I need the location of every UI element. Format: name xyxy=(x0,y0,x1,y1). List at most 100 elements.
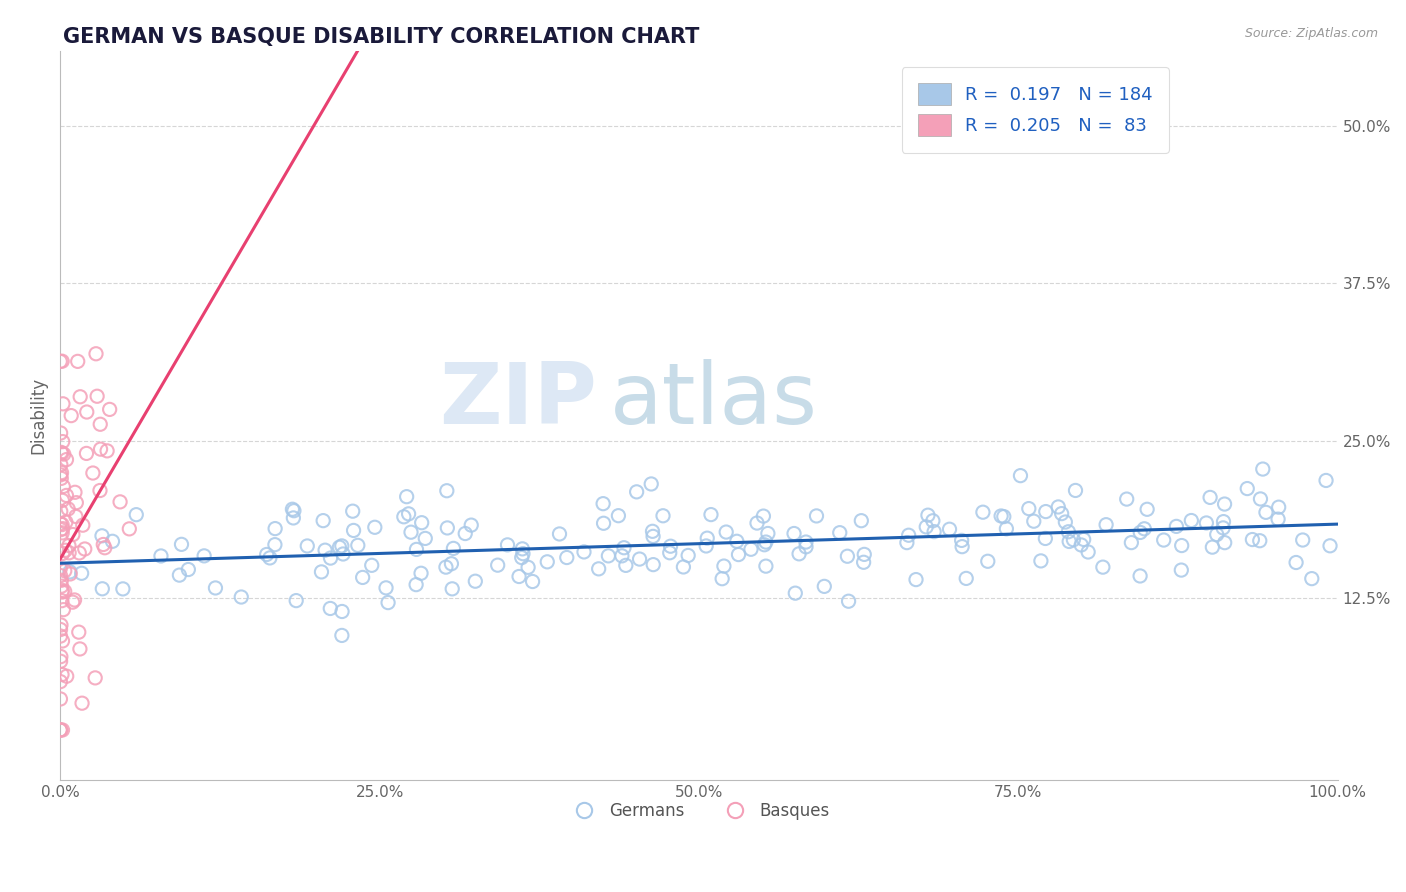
Point xyxy=(1010,468,1032,483)
Point xyxy=(1292,533,1315,547)
Point xyxy=(62,527,84,541)
Point xyxy=(897,528,920,542)
Point xyxy=(399,525,422,540)
Point xyxy=(52,602,75,616)
Point xyxy=(63,593,86,607)
Point xyxy=(517,560,540,574)
Point xyxy=(1212,515,1234,529)
Point xyxy=(1166,519,1188,533)
Point xyxy=(851,514,873,528)
Point xyxy=(555,550,578,565)
Point xyxy=(49,562,72,576)
Point xyxy=(395,490,418,504)
Point xyxy=(91,529,114,543)
Point xyxy=(852,555,875,569)
Point xyxy=(177,562,200,576)
Point xyxy=(794,535,817,549)
Point xyxy=(101,534,124,549)
Point xyxy=(55,669,77,683)
Point xyxy=(1201,540,1223,554)
Point xyxy=(91,582,114,596)
Point xyxy=(52,546,75,560)
Point xyxy=(464,574,486,589)
Point xyxy=(51,585,73,599)
Point xyxy=(955,571,977,585)
Point xyxy=(346,538,368,552)
Point xyxy=(950,540,973,554)
Point xyxy=(922,524,945,539)
Point xyxy=(56,502,79,516)
Point xyxy=(86,389,108,403)
Point xyxy=(995,522,1018,536)
Point xyxy=(53,564,76,578)
Point xyxy=(311,565,333,579)
Point xyxy=(66,354,89,368)
Point xyxy=(70,696,93,710)
Point xyxy=(53,584,76,599)
Point xyxy=(725,534,748,549)
Point xyxy=(588,562,610,576)
Point xyxy=(905,573,928,587)
Point xyxy=(1153,533,1175,547)
Point xyxy=(51,493,73,508)
Point xyxy=(1077,545,1099,559)
Point xyxy=(342,524,364,538)
Point xyxy=(193,549,215,563)
Y-axis label: Disability: Disability xyxy=(30,377,46,454)
Point xyxy=(977,554,1000,568)
Point xyxy=(55,452,77,467)
Point xyxy=(828,525,851,540)
Point xyxy=(319,551,342,566)
Point xyxy=(49,649,72,664)
Point xyxy=(314,543,336,558)
Point xyxy=(1301,572,1323,586)
Point xyxy=(392,509,415,524)
Point xyxy=(1057,524,1080,539)
Point xyxy=(51,517,73,532)
Point xyxy=(512,547,534,561)
Point xyxy=(49,467,72,482)
Point xyxy=(65,509,87,524)
Point xyxy=(51,525,73,540)
Point xyxy=(51,593,73,607)
Point xyxy=(990,508,1012,523)
Point xyxy=(259,550,281,565)
Point xyxy=(460,518,482,533)
Point xyxy=(643,558,665,572)
Point xyxy=(641,524,664,539)
Point xyxy=(640,477,662,491)
Point xyxy=(96,443,118,458)
Point xyxy=(62,595,84,609)
Point xyxy=(1249,533,1271,548)
Point xyxy=(49,445,72,459)
Point xyxy=(330,628,353,642)
Point xyxy=(676,549,699,563)
Point xyxy=(441,582,464,596)
Point xyxy=(51,583,73,598)
Point xyxy=(740,542,762,557)
Point xyxy=(90,442,112,457)
Point xyxy=(610,549,633,563)
Point xyxy=(49,674,72,689)
Text: Source: ZipAtlas.com: Source: ZipAtlas.com xyxy=(1244,27,1378,40)
Point xyxy=(63,485,86,500)
Point xyxy=(49,692,72,706)
Point xyxy=(1070,538,1092,552)
Point xyxy=(49,504,72,518)
Point xyxy=(375,581,398,595)
Point xyxy=(787,547,810,561)
Point xyxy=(55,543,77,558)
Point xyxy=(59,566,82,581)
Point xyxy=(745,516,768,530)
Point xyxy=(785,586,807,600)
Point xyxy=(281,502,304,516)
Point xyxy=(204,581,226,595)
Point xyxy=(52,397,75,411)
Point xyxy=(522,574,544,589)
Point xyxy=(1315,474,1337,488)
Point xyxy=(69,642,91,657)
Point xyxy=(69,390,91,404)
Point xyxy=(1073,533,1095,547)
Point xyxy=(49,654,72,668)
Point xyxy=(1285,556,1308,570)
